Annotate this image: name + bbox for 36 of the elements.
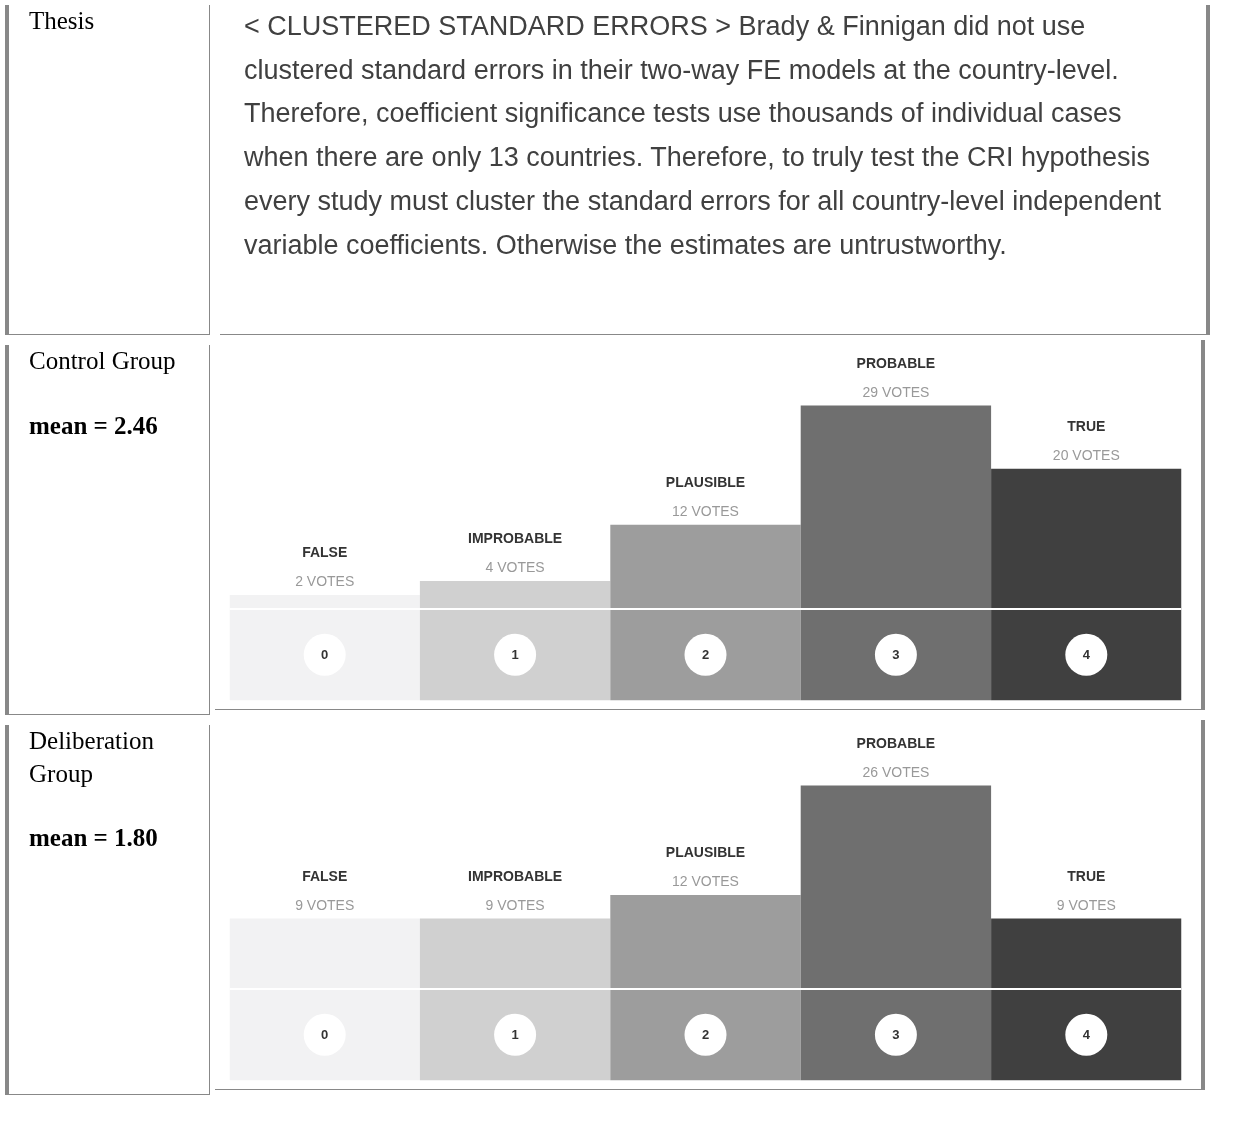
chart-subtitle: mean = 2.46 (29, 410, 159, 441)
annotation: PLAUSIBLE (665, 473, 746, 490)
x-tick-label: 4 (1082, 647, 1091, 663)
chart-title: Control Group (29, 346, 176, 376)
data-label: 26 VOTES (862, 763, 930, 780)
x-tick-label: 4 (1082, 1027, 1091, 1043)
data-label: 9 VOTES (485, 896, 545, 913)
annotation: PROBABLE (856, 734, 936, 751)
data-label: 20 VOTES (1052, 446, 1120, 463)
x-tick-label: 0 (321, 647, 329, 663)
annotation: PLAUSIBLE (665, 844, 746, 861)
x-tick-label: 1 (511, 1027, 519, 1043)
data-label: 12 VOTES (672, 873, 739, 890)
annotation: TRUE (1067, 417, 1106, 434)
text: mean = 1.80 (29, 823, 159, 853)
x-tick-label: 3 (892, 1027, 900, 1043)
data-label: 9 VOTES (295, 896, 355, 913)
annotation: IMPROBABLE (468, 529, 563, 546)
annotation: PROBABLE (856, 354, 936, 371)
annotation: FALSE (302, 867, 348, 884)
x-tick-label: 3 (892, 647, 900, 663)
data-label: 29 VOTES (862, 383, 930, 400)
annotation: IMPROBABLE (468, 867, 563, 884)
data-label: 2 VOTES (295, 572, 355, 589)
x-tick-label: 2 (701, 1027, 710, 1043)
annotation: TRUE (1067, 867, 1106, 884)
x-tick-label: 1 (511, 647, 519, 663)
chart-title: Deliberation Group (29, 726, 155, 789)
x-tick-label: 2 (701, 647, 710, 663)
x-tick-label: 0 (321, 1027, 329, 1043)
data-label: 9 VOTES (1056, 896, 1116, 913)
annotation: FALSE (302, 543, 348, 560)
data-label: 12 VOTES (672, 502, 739, 519)
text: < CLUSTERED STANDARD ERRORS > Brady & Finnigan did not use clustered standard errors in their two-way FE models at the country-level. Therefore, coefficient significance tests use thousands of individual cases when there are only 13 countries. Therefore, to truly test the CRI hypothesis every study must cluster the standard errors for all country-level independent variable coefficients. Otherwise the estimates are untrustworthy. (244, 10, 1162, 262)
text: Thesis (29, 6, 95, 36)
data-label: 4 VOTES (485, 558, 545, 575)
